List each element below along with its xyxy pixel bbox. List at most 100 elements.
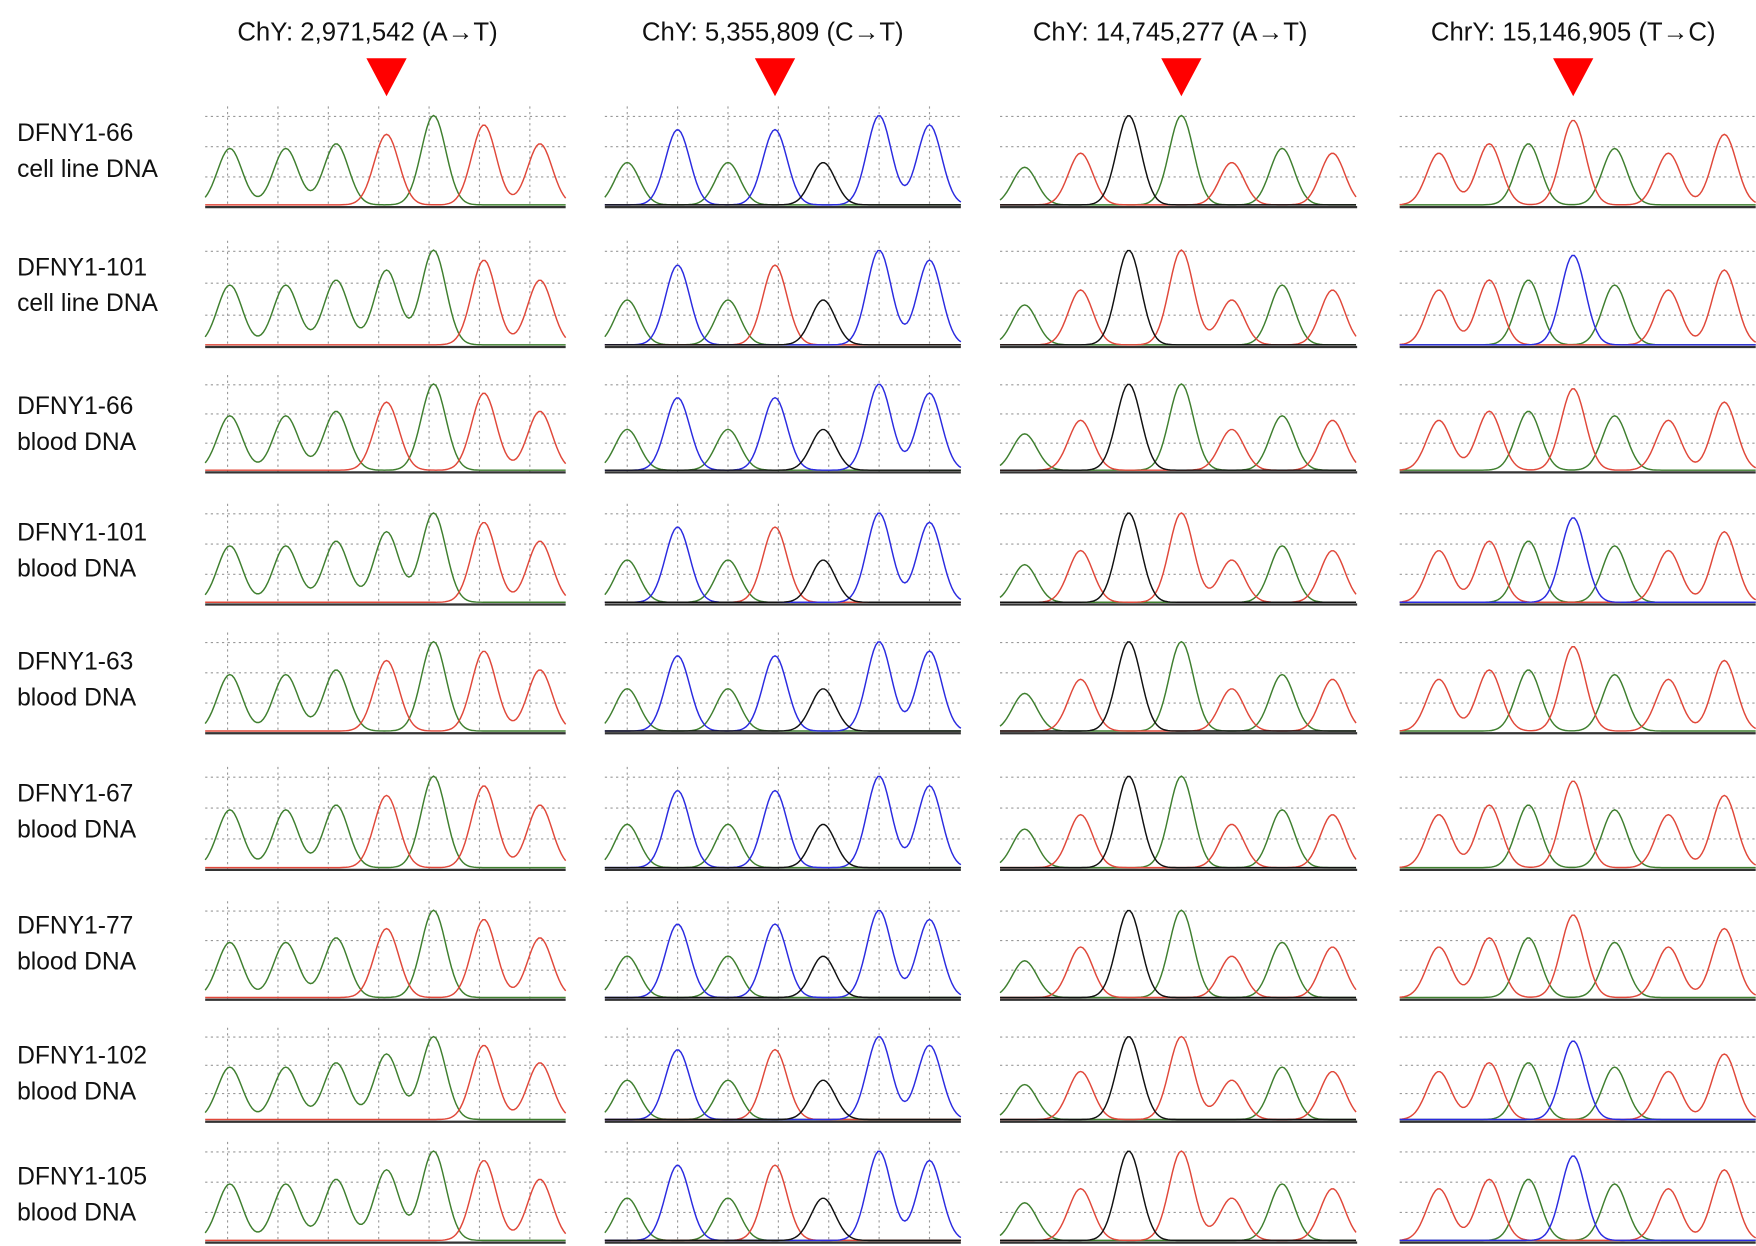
- sample-source: cell line DNA: [17, 290, 158, 317]
- trace: [1000, 776, 1356, 867]
- trace: [205, 642, 565, 731]
- trace: [205, 125, 565, 205]
- trace: [1000, 947, 1356, 997]
- trace: [1400, 938, 1756, 997]
- sample-name: DFNY1-77: [17, 913, 133, 940]
- sample-name: DFNY1-67: [17, 781, 133, 808]
- trace: [1400, 121, 1756, 205]
- chromatogram: [205, 106, 565, 207]
- column-header: ChY: 2,971,542 (A→T): [237, 18, 497, 46]
- chromatogram: [205, 241, 565, 347]
- sample-name: DFNY1-66: [17, 393, 133, 420]
- trace: [1400, 389, 1756, 470]
- trace: [205, 250, 565, 345]
- trace: [205, 384, 565, 470]
- chromatogram: [205, 767, 565, 870]
- chromatogram: [605, 504, 961, 605]
- trace: [1400, 1054, 1756, 1119]
- trace: [605, 1151, 961, 1240]
- trace: [205, 116, 565, 205]
- trace: [205, 513, 565, 602]
- chromatogram: [205, 375, 565, 472]
- trace: [1400, 144, 1756, 205]
- column-header: ChY: 14,745,277 (A→T): [1033, 18, 1308, 46]
- chromatogram: [1400, 385, 1756, 473]
- trace: [605, 642, 961, 731]
- trace: [205, 1037, 565, 1120]
- trace: [205, 920, 565, 998]
- trace: [1000, 116, 1356, 205]
- trace: [605, 911, 961, 998]
- chromatogram: [1000, 384, 1357, 472]
- trace: [205, 1151, 565, 1240]
- chromatogram: [605, 106, 961, 207]
- chromatogram: [1000, 513, 1357, 605]
- sample-name: DFNY1-63: [17, 648, 133, 675]
- trace: [1400, 1063, 1756, 1120]
- chromatogram: [605, 375, 961, 472]
- trace: [1000, 679, 1356, 731]
- sample-name: DFNY1-66: [17, 120, 133, 147]
- trace: [1400, 1041, 1756, 1119]
- trace: [1400, 670, 1756, 731]
- trace: [1400, 781, 1756, 867]
- chromatogram: [1400, 1037, 1756, 1122]
- chromatogram: [205, 901, 565, 1000]
- sample-source: blood DNA: [17, 816, 137, 843]
- chromatogram: [1400, 251, 1756, 347]
- trace: [205, 523, 565, 603]
- trace: [1400, 280, 1756, 344]
- trace: [205, 786, 565, 867]
- trace: [205, 261, 565, 345]
- sample-source: blood DNA: [17, 1078, 137, 1105]
- trace: [1400, 541, 1756, 602]
- trace: [1000, 642, 1356, 731]
- chromatogram: [205, 1142, 565, 1243]
- chromatogram: [205, 1028, 565, 1122]
- column-header: ChrY: 15,146,905 (T→C): [1431, 18, 1716, 46]
- trace: [205, 651, 565, 731]
- sample-name: DFNY1-105: [17, 1163, 147, 1190]
- chromatogram: [1400, 911, 1756, 1000]
- trace: [1000, 420, 1356, 470]
- trace: [1000, 153, 1356, 205]
- trace: [1400, 647, 1756, 731]
- sample-name: DFNY1-101: [17, 254, 147, 281]
- sample-name: DFNY1-102: [17, 1043, 147, 1070]
- chromatogram: [1400, 116, 1756, 207]
- trace: [605, 265, 961, 345]
- chromatogram: [1000, 116, 1357, 208]
- chromatogram: [1000, 250, 1357, 347]
- trace: [605, 384, 961, 470]
- trace: [1400, 1170, 1756, 1241]
- trace: [605, 251, 961, 345]
- trace: [205, 1161, 565, 1241]
- trace: [1400, 518, 1756, 602]
- sample-source: cell line DNA: [17, 156, 158, 183]
- chromatogram: [605, 1142, 961, 1243]
- trace: [205, 393, 565, 470]
- variant-arrow: [755, 58, 795, 96]
- column-header: ChY: 5,355,809 (C→T): [642, 18, 904, 46]
- chromatogram: [1400, 643, 1756, 734]
- chromatogram: [1000, 1037, 1357, 1122]
- trace: [605, 116, 961, 205]
- chromatogram: [1400, 514, 1756, 605]
- trace: [605, 1050, 961, 1120]
- trace: [1000, 815, 1356, 868]
- chromatogram: [605, 1028, 961, 1122]
- chromatogram: [1000, 776, 1357, 870]
- chromatogram: [1400, 1152, 1756, 1243]
- sample-name: DFNY1-101: [17, 520, 147, 547]
- variant-arrow: [1553, 58, 1593, 96]
- trace: [1400, 255, 1756, 344]
- trace: [205, 1046, 565, 1120]
- trace: [605, 776, 961, 867]
- trace: [1400, 532, 1756, 603]
- figure: ChY: 2,971,542 (A→T) ChY: 5,355,809 (C→T)…: [0, 0, 1756, 1246]
- trace: [1400, 1180, 1756, 1241]
- trace: [1400, 805, 1756, 867]
- chromatogram: [205, 504, 565, 605]
- sample-source: blood DNA: [17, 429, 137, 456]
- variant-arrow: [366, 58, 406, 96]
